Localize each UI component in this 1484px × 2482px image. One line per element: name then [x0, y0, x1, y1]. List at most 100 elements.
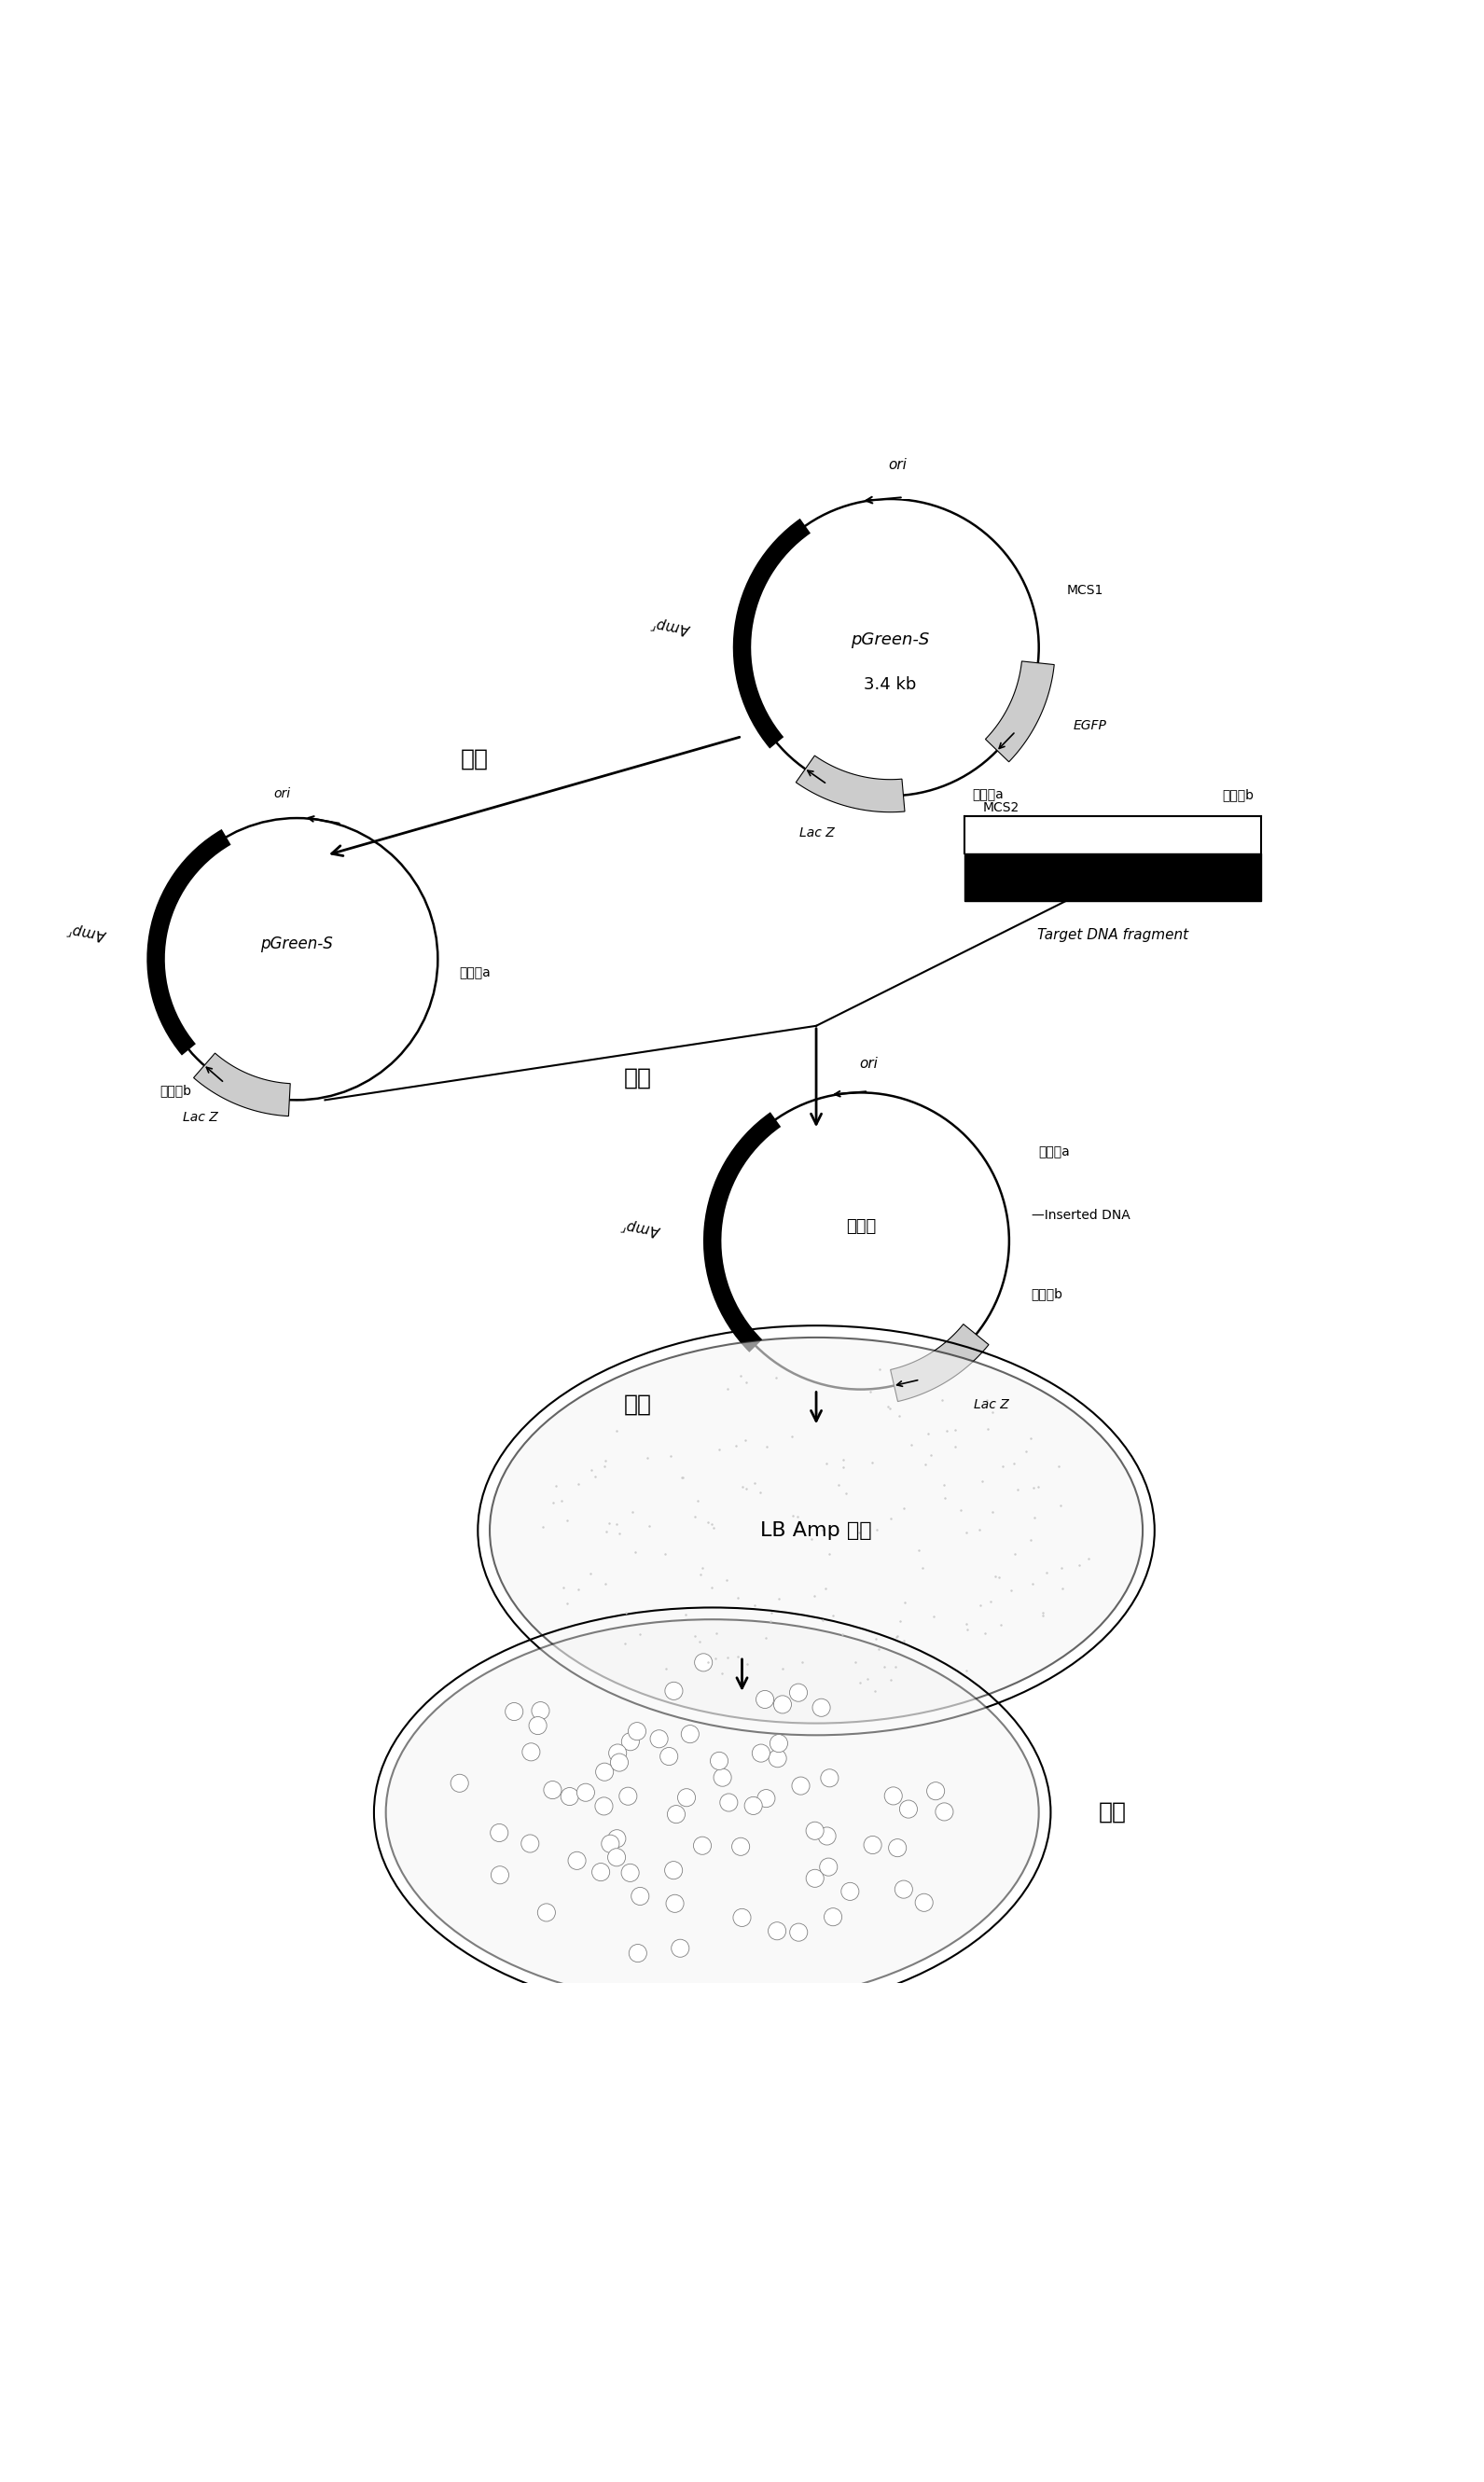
Bar [965, 854, 1261, 901]
Circle shape [714, 1770, 732, 1787]
Text: 内切酶a: 内切酶a [460, 968, 491, 980]
Circle shape [720, 1794, 738, 1812]
Ellipse shape [386, 1618, 1039, 2005]
Text: Lac Z: Lac Z [183, 1112, 218, 1124]
Polygon shape [890, 1323, 988, 1402]
Text: 重组体: 重组体 [846, 1219, 876, 1234]
Circle shape [769, 1921, 787, 1941]
Text: pGreen-S: pGreen-S [852, 630, 929, 648]
Circle shape [812, 1698, 830, 1718]
Circle shape [884, 1787, 902, 1804]
Circle shape [561, 1787, 579, 1804]
Circle shape [824, 1909, 841, 1926]
Text: ori: ori [273, 787, 291, 799]
Circle shape [650, 1730, 668, 1747]
Circle shape [935, 1802, 953, 1822]
Text: MCS2: MCS2 [982, 802, 1020, 814]
Circle shape [769, 1750, 787, 1767]
Circle shape [628, 1723, 646, 1740]
Circle shape [601, 1834, 619, 1852]
Circle shape [522, 1742, 540, 1760]
Circle shape [821, 1770, 838, 1787]
Text: 内切酶b: 内切酶b [1223, 789, 1254, 802]
Text: 酶切: 酶切 [462, 747, 488, 769]
Text: 内切酶b: 内切酶b [160, 1085, 191, 1097]
Circle shape [619, 1787, 637, 1804]
Circle shape [608, 1745, 626, 1762]
Text: 内切酶a: 内切酶a [972, 789, 1003, 802]
Text: 内切酶b: 内切酶b [1031, 1288, 1063, 1301]
Text: $Amp^r$: $Amp^r$ [65, 918, 108, 943]
Circle shape [665, 1683, 683, 1700]
Circle shape [841, 1881, 859, 1901]
Circle shape [660, 1747, 678, 1765]
Text: MCS1: MCS1 [1067, 583, 1104, 596]
Circle shape [491, 1866, 509, 1884]
Circle shape [789, 1683, 807, 1703]
Text: 3.4 kb: 3.4 kb [864, 675, 917, 692]
Circle shape [451, 1775, 469, 1792]
Circle shape [622, 1864, 640, 1881]
Circle shape [695, 1653, 712, 1670]
Circle shape [899, 1799, 917, 1817]
Text: Target DNA fragment: Target DNA fragment [1037, 928, 1189, 941]
Circle shape [895, 1881, 913, 1899]
Text: $Amp^r$: $Amp^r$ [619, 1214, 662, 1239]
Circle shape [490, 1824, 508, 1842]
Circle shape [521, 1834, 539, 1852]
Circle shape [819, 1859, 837, 1876]
Text: ori: ori [889, 459, 907, 472]
Text: 筛选: 筛选 [1098, 1802, 1126, 1824]
Circle shape [631, 1886, 649, 1906]
Circle shape [755, 1690, 773, 1708]
Circle shape [531, 1703, 549, 1720]
Circle shape [568, 1852, 586, 1869]
Circle shape [693, 1837, 711, 1854]
Circle shape [928, 1782, 945, 1799]
Circle shape [711, 1752, 729, 1770]
Circle shape [916, 1894, 933, 1911]
Circle shape [629, 1943, 647, 1963]
Text: LB Amp 平板: LB Amp 平板 [760, 1521, 873, 1539]
Text: 内切酶a: 内切酶a [1039, 1144, 1070, 1159]
Circle shape [666, 1894, 684, 1914]
Polygon shape [795, 755, 905, 812]
Circle shape [678, 1790, 696, 1807]
Text: Lac Z: Lac Z [800, 827, 835, 839]
Circle shape [806, 1869, 824, 1886]
Circle shape [528, 1718, 546, 1735]
Circle shape [608, 1829, 626, 1847]
Circle shape [595, 1797, 613, 1814]
Circle shape [608, 1849, 626, 1866]
Circle shape [889, 1839, 907, 1857]
Polygon shape [193, 1052, 291, 1117]
Circle shape [537, 1904, 555, 1921]
Circle shape [789, 1924, 807, 1941]
Text: pGreen-S: pGreen-S [261, 936, 332, 953]
Circle shape [752, 1745, 770, 1762]
Text: EGFP: EGFP [1073, 720, 1107, 732]
Text: 连接: 连接 [625, 1067, 651, 1090]
Circle shape [818, 1827, 835, 1844]
Polygon shape [985, 660, 1054, 762]
Circle shape [595, 1762, 613, 1780]
Circle shape [745, 1797, 763, 1814]
Circle shape [770, 1735, 788, 1752]
Circle shape [622, 1732, 640, 1750]
Circle shape [864, 1837, 881, 1854]
Ellipse shape [490, 1338, 1143, 1723]
Circle shape [505, 1703, 522, 1720]
Text: Lac Z: Lac Z [974, 1397, 1009, 1412]
Circle shape [543, 1782, 561, 1799]
Text: ori: ori [859, 1057, 877, 1070]
Circle shape [773, 1695, 791, 1713]
Circle shape [792, 1777, 810, 1794]
Circle shape [671, 1938, 689, 1958]
Circle shape [577, 1785, 595, 1802]
Text: —Inserted DNA: —Inserted DNA [1031, 1209, 1129, 1221]
Circle shape [592, 1864, 610, 1881]
Circle shape [681, 1725, 699, 1742]
Text: $Amp^r$: $Amp^r$ [649, 613, 692, 638]
Circle shape [610, 1755, 628, 1772]
Circle shape [668, 1804, 686, 1824]
